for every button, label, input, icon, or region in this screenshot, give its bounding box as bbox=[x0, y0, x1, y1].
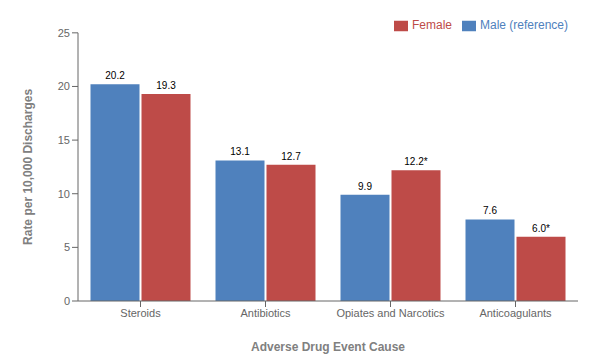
svg-text:10: 10 bbox=[58, 188, 70, 200]
svg-text:25: 25 bbox=[58, 27, 70, 39]
svg-text:12.2*: 12.2* bbox=[404, 156, 427, 167]
svg-text:Steroids: Steroids bbox=[120, 307, 161, 319]
svg-text:Rate per 10,000 Discharges: Rate per 10,000 Discharges bbox=[21, 89, 35, 245]
svg-text:13.1: 13.1 bbox=[230, 146, 250, 157]
svg-text:Antibiotics: Antibiotics bbox=[240, 307, 291, 319]
html-text:Male (reference): Male (reference) bbox=[480, 18, 568, 32]
svg-text:9.9: 9.9 bbox=[358, 181, 372, 192]
svg-text:0: 0 bbox=[64, 295, 70, 307]
svg-text:Adverse Drug Event Cause: Adverse Drug Event Cause bbox=[251, 340, 405, 354]
svg-text:20.2: 20.2 bbox=[105, 70, 125, 81]
svg-text:12.7: 12.7 bbox=[281, 151, 301, 162]
html-text:Female: Female bbox=[412, 18, 452, 32]
svg-text:5: 5 bbox=[64, 241, 70, 253]
svg-text:15: 15 bbox=[58, 134, 70, 146]
svg-text:6.0*: 6.0* bbox=[532, 223, 550, 234]
svg-text:19.3: 19.3 bbox=[156, 80, 176, 91]
svg-text:7.6: 7.6 bbox=[483, 205, 497, 216]
svg-text:Opiates and Narcotics: Opiates and Narcotics bbox=[336, 307, 445, 319]
svg-text:20: 20 bbox=[58, 80, 70, 92]
svg-text:Anticoagulants: Anticoagulants bbox=[479, 307, 552, 319]
